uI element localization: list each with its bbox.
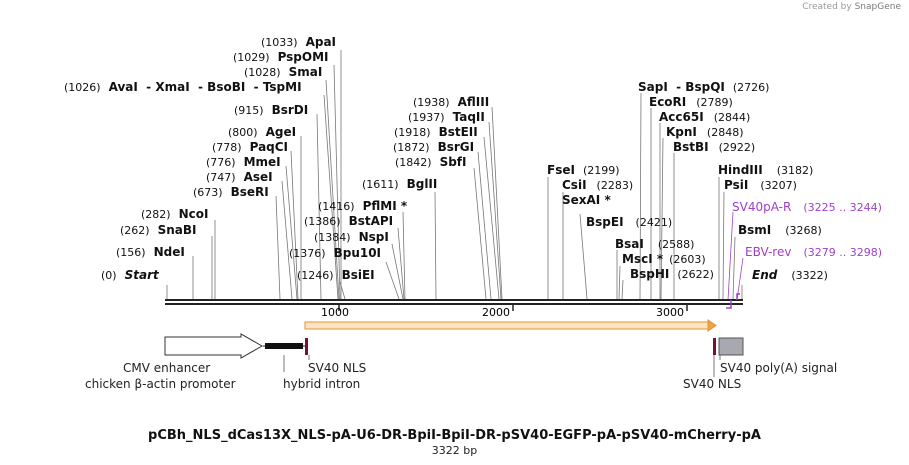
site-label-bsrgi[interactable]: (1872) BsrGI [393,140,474,154]
site-label-acc65i[interactable]: Acc65I (2844) [659,110,750,124]
site-label-psii[interactable]: PsiI (3207) [724,178,797,192]
site-label-ndei[interactable]: (156) NdeI [116,245,185,259]
site-label-asei[interactable]: (747) AseI [206,170,273,184]
ruler-label-1000: 1000 [321,306,349,319]
plasmid-length: 3322 bp [432,444,477,457]
site-label-smai[interactable]: (1028) SmaI [244,65,322,79]
site-label-hindiii[interactable]: HindIII (3182) [718,163,813,177]
ruler-label-3000: 3000 [656,306,684,319]
site-label-apai[interactable]: (1033) ApaI [261,35,336,49]
primer-label-ebv-rev[interactable]: EBV-rev (3279 .. 3298) [745,245,882,259]
site-label-pflmi[interactable]: (1416) PflMI * [318,199,408,213]
site-label-afliii[interactable]: (1938) AflIII [413,95,489,109]
site-label-bspei[interactable]: BspEI (2421) [586,215,672,229]
site-label-bsiei[interactable]: (1246) BsiEI [297,268,375,282]
site-label-bstapi[interactable]: (1386) BstAPI [304,214,393,228]
site-label-kpni[interactable]: KpnI (2848) [666,125,743,139]
site-label-snabi[interactable]: (262) SnaBI [120,223,197,237]
site-label-paqci[interactable]: (778) PaqCI [212,140,288,154]
snapgene-credit: Created by SnapGene [802,2,901,12]
site-label-bpu10i[interactable]: (1376) Bpu10I [289,246,381,260]
feature-label-sv40-polya: SV40 poly(A) signal [720,361,837,375]
backbone-bottom-strand [165,303,743,305]
site-label-csii[interactable]: CsiI (2283) [562,178,633,192]
site-label-start[interactable]: (0) Start [101,268,160,282]
sv40pa-r-primer-marker[interactable] [726,300,732,309]
site-label-ncoi[interactable]: (282) NcoI [141,207,208,221]
feature-label-cmv-enhancer: CMV enhancer [123,361,210,375]
restriction-site-labels: (0) Start (156) NdeI (262) SnaBI (282) NcoI … [64,35,882,282]
site-label-bglii[interactable]: (1611) BglII [362,177,437,191]
backbone-top-strand [165,299,743,301]
site-label-sexai[interactable]: SexAI * [562,193,611,207]
feature-label-cbh-promoter: chicken β-actin promoter [85,377,236,391]
ruler: 1000 2000 3000 [321,305,688,319]
site-leader-lines [166,50,744,301]
site-label-taqii[interactable]: (1937) TaqII [408,110,485,124]
site-label-ecori[interactable]: EcoRI (2789) [649,95,733,109]
site-label-bsteii[interactable]: (1918) BstEII [394,125,478,139]
site-label-bstbi[interactable]: BstBI (2922) [673,140,755,154]
site-label-nspi[interactable]: (1384) NspI [314,230,389,244]
feature-label-sv40-nls-1: SV40 NLS [308,361,366,375]
site-label-avai-xmai-bsobi-tspmi[interactable]: (1026) AvaI - XmaI - BsoBI - TspMI [64,80,302,94]
site-label-bsai[interactable]: BsaI (2588) [615,237,694,251]
site-label-bsphi[interactable]: BspHI (2622) [630,267,714,281]
site-label-bseri[interactable]: (673) BseRI [193,185,269,199]
feature-label-sv40-nls-2: SV40 NLS [683,377,741,391]
site-label-pspomi[interactable]: (1029) PspOMI [233,50,329,64]
ebv-rev-primer-marker[interactable] [736,293,740,300]
site-label-msci[interactable]: MscI * (2603) [622,252,706,266]
site-label-sbfi[interactable]: (1842) SbfI [395,155,467,169]
primer-label-sv40pa-r[interactable]: SV40pA-R (3225 .. 3244) [732,200,882,214]
cmv-enhancer-promoter-feature[interactable] [164,333,264,359]
orf-arrow[interactable] [304,319,717,332]
features-track: CMV enhancer chicken β-actin promoter hy… [85,333,837,391]
site-label-fsei[interactable]: FseI (2199) [547,163,620,177]
site-label-agei[interactable]: (800) AgeI [228,125,296,139]
plasmid-title: pCBh_NLS_dCas13X_NLS-pA-U6-DR-BpiI-BpiI-… [148,428,761,443]
ruler-label-2000: 2000 [482,306,510,319]
site-label-bsrdi[interactable]: (915) BsrDI [234,103,308,117]
site-label-bsmi[interactable]: BsmI (3268) [738,223,822,237]
snapgene-brand: SnapGene [854,2,901,12]
site-label-mmei[interactable]: (776) MmeI [206,155,281,169]
sv40-polya-feature[interactable] [718,337,744,356]
sv40-nls-feature-1[interactable] [305,338,308,355]
site-label-end[interactable]: End (3322) [752,268,828,282]
feature-label-hybrid-intron: hybrid intron [283,377,360,391]
hybrid-intron-feature[interactable] [265,343,303,349]
sv40-nls-feature-2[interactable] [713,338,716,355]
credit-prefix: Created by [802,2,852,12]
site-label-sapi-bspqi[interactable]: SapI - BspQI (2726) [638,80,769,94]
